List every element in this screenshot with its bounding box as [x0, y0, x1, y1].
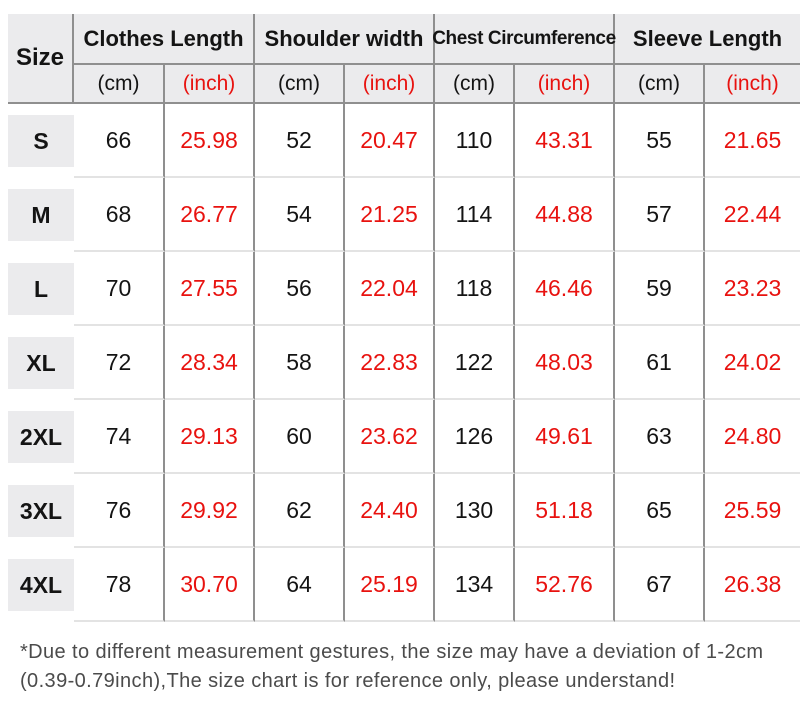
table-row: XL 72 28.34 58 22.83 122 48.03 61 24.02 [8, 326, 800, 400]
table-row: 4XL 78 30.70 64 25.19 134 52.76 67 26.38 [8, 548, 800, 622]
cell-chest-inch: 44.88 [515, 178, 615, 252]
cell-clothes-cm: 68 [74, 178, 165, 252]
unit-shoulder-cm: (cm) [255, 65, 345, 104]
cell-clothes-inch: 29.13 [165, 400, 255, 474]
size-label-cell: L [8, 252, 74, 326]
header-shoulder-width: Shoulder width [255, 14, 435, 65]
cell-shoulder-inch: 24.40 [345, 474, 435, 548]
table-row: 3XL 76 29.92 62 24.40 130 51.18 65 25.59 [8, 474, 800, 548]
cell-chest-cm: 122 [435, 326, 515, 400]
size-chip: 4XL [8, 559, 74, 611]
size-chip: S [8, 115, 74, 167]
cell-chest-inch: 49.61 [515, 400, 615, 474]
cell-sleeve-cm: 65 [615, 474, 705, 548]
cell-sleeve-cm: 59 [615, 252, 705, 326]
cell-clothes-inch: 25.98 [165, 104, 255, 178]
table-header: Size Clothes Length Shoulder width Chest… [8, 14, 800, 104]
cell-shoulder-cm: 64 [255, 548, 345, 622]
disclaimer-line-1: *Due to different measurement gestures, … [20, 641, 764, 663]
cell-chest-inch: 46.46 [515, 252, 615, 326]
unit-clothes-inch: (inch) [165, 65, 255, 104]
cell-chest-inch: 51.18 [515, 474, 615, 548]
cell-shoulder-inch: 23.62 [345, 400, 435, 474]
cell-chest-cm: 110 [435, 104, 515, 178]
cell-shoulder-inch: 22.83 [345, 326, 435, 400]
cell-sleeve-cm: 61 [615, 326, 705, 400]
cell-clothes-cm: 78 [74, 548, 165, 622]
cell-chest-cm: 126 [435, 400, 515, 474]
unit-chest-cm: (cm) [435, 65, 515, 104]
cell-clothes-inch: 29.92 [165, 474, 255, 548]
cell-shoulder-inch: 22.04 [345, 252, 435, 326]
cell-sleeve-cm: 63 [615, 400, 705, 474]
size-chip: L [8, 263, 74, 315]
size-chip: XL [8, 337, 74, 389]
cell-clothes-cm: 74 [74, 400, 165, 474]
unit-clothes-cm: (cm) [74, 65, 165, 104]
size-chip: M [8, 189, 74, 241]
header-clothes-length: Clothes Length [74, 14, 255, 65]
cell-shoulder-inch: 20.47 [345, 104, 435, 178]
cell-sleeve-inch: 22.44 [705, 178, 800, 252]
unit-chest-inch: (inch) [515, 65, 615, 104]
size-label-cell: S [8, 104, 74, 178]
table-row: M 68 26.77 54 21.25 114 44.88 57 22.44 [8, 178, 800, 252]
cell-shoulder-cm: 54 [255, 178, 345, 252]
header-size: Size [8, 14, 74, 104]
cell-clothes-cm: 72 [74, 326, 165, 400]
cell-shoulder-cm: 60 [255, 400, 345, 474]
header-chest-circumference: Chest Circumference [432, 14, 616, 65]
cell-chest-inch: 52.76 [515, 548, 615, 622]
cell-chest-cm: 114 [435, 178, 515, 252]
disclaimer-line-2: (0.39-0.79inch),The size chart is for re… [20, 670, 676, 692]
cell-clothes-cm: 76 [74, 474, 165, 548]
cell-shoulder-inch: 25.19 [345, 548, 435, 622]
cell-chest-inch: 43.31 [515, 104, 615, 178]
cell-clothes-inch: 28.34 [165, 326, 255, 400]
size-label-cell: 4XL [8, 548, 74, 622]
cell-chest-inch: 48.03 [515, 326, 615, 400]
cell-shoulder-inch: 21.25 [345, 178, 435, 252]
unit-sleeve-inch: (inch) [705, 65, 800, 104]
unit-sleeve-cm: (cm) [615, 65, 705, 104]
size-chart-table: Size Clothes Length Shoulder width Chest… [8, 14, 800, 622]
table-row: L 70 27.55 56 22.04 118 46.46 59 23.23 [8, 252, 800, 326]
size-label-cell: M [8, 178, 74, 252]
cell-shoulder-cm: 56 [255, 252, 345, 326]
cell-sleeve-inch: 25.59 [705, 474, 800, 548]
cell-shoulder-cm: 62 [255, 474, 345, 548]
cell-chest-cm: 118 [435, 252, 515, 326]
cell-sleeve-inch: 26.38 [705, 548, 800, 622]
cell-clothes-inch: 26.77 [165, 178, 255, 252]
cell-sleeve-inch: 21.65 [705, 104, 800, 178]
cell-shoulder-cm: 52 [255, 104, 345, 178]
cell-clothes-cm: 66 [74, 104, 165, 178]
cell-sleeve-inch: 24.80 [705, 400, 800, 474]
cell-sleeve-cm: 55 [615, 104, 705, 178]
cell-sleeve-cm: 57 [615, 178, 705, 252]
cell-chest-cm: 134 [435, 548, 515, 622]
cell-chest-cm: 130 [435, 474, 515, 548]
cell-clothes-inch: 27.55 [165, 252, 255, 326]
table-row: 2XL 74 29.13 60 23.62 126 49.61 63 24.80 [8, 400, 800, 474]
size-label-cell: 3XL [8, 474, 74, 548]
size-chip: 2XL [8, 411, 74, 463]
cell-shoulder-cm: 58 [255, 326, 345, 400]
unit-shoulder-inch: (inch) [345, 65, 435, 104]
cell-clothes-cm: 70 [74, 252, 165, 326]
table-row: S 66 25.98 52 20.47 110 43.31 55 21.65 [8, 104, 800, 178]
cell-clothes-inch: 30.70 [165, 548, 255, 622]
cell-sleeve-inch: 23.23 [705, 252, 800, 326]
size-chip: 3XL [8, 485, 74, 537]
size-label-cell: XL [8, 326, 74, 400]
header-sleeve-length: Sleeve Length [615, 14, 800, 65]
cell-sleeve-inch: 24.02 [705, 326, 800, 400]
cell-sleeve-cm: 67 [615, 548, 705, 622]
size-label-cell: 2XL [8, 400, 74, 474]
disclaimer-note: *Due to different measurement gestures, … [20, 638, 780, 696]
